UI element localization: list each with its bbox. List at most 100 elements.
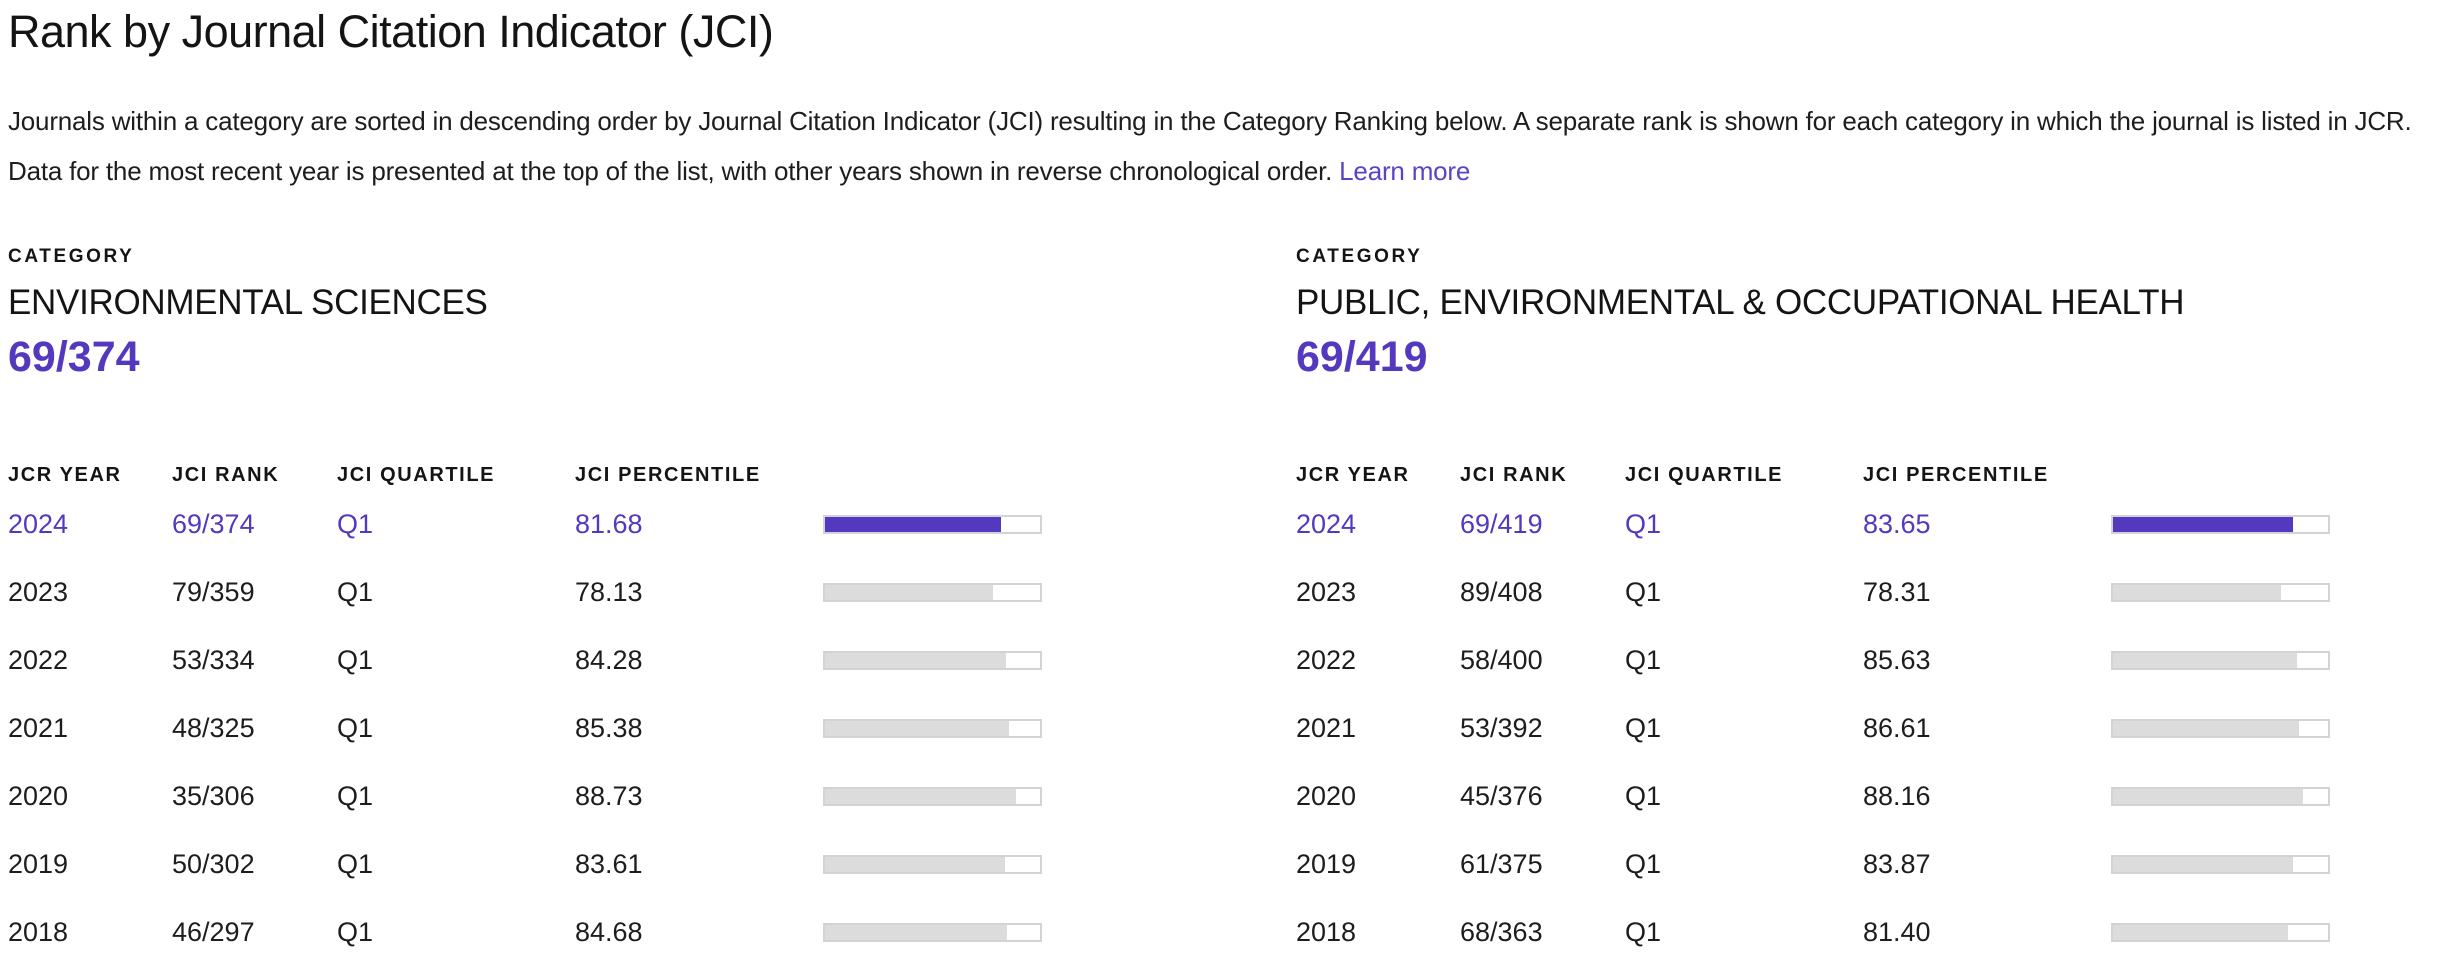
percentile-bar-fill bbox=[825, 788, 1016, 804]
jci-percentile-value: 88.16 bbox=[1863, 780, 1931, 811]
jci-quartile-value: Q1 bbox=[1625, 576, 1662, 607]
percentile-bar-fill bbox=[825, 856, 1005, 872]
jci-percentile-value: 81.68 bbox=[575, 508, 643, 539]
percentile-bar bbox=[2111, 922, 2330, 942]
jci-quartile-value: Q1 bbox=[1625, 848, 1662, 879]
table-row-2022: 2022 58/400 Q1 85.63 bbox=[1296, 626, 2334, 694]
percentile-bar-fill bbox=[825, 652, 1007, 668]
jci-percentile-value: 83.65 bbox=[1863, 508, 1931, 539]
jci-rank-value: 53/334 bbox=[172, 644, 255, 675]
header-jci-percentile: JCI PERCENTILE bbox=[1863, 463, 2049, 486]
category-name: PUBLIC, ENVIRONMENTAL & OCCUPATIONAL HEA… bbox=[1296, 283, 2185, 322]
jcr-year-value: 2020 bbox=[8, 780, 69, 811]
jci-rank-page: Rank by Journal Citation Indicator (JCI)… bbox=[0, 6, 2446, 966]
table-row-2018: 2018 46/297 Q1 84.68 bbox=[8, 898, 1046, 966]
table-header-row: JCR YEAR JCI RANK JCI QUARTILE JCI PERCE… bbox=[1296, 460, 2334, 490]
percentile-bar bbox=[823, 582, 1042, 602]
table-row-2023: 2023 89/408 Q1 78.31 bbox=[1296, 558, 2334, 626]
page-title: Rank by Journal Citation Indicator (JCI) bbox=[8, 6, 774, 57]
percentile-bar bbox=[2111, 650, 2330, 670]
percentile-bar bbox=[2111, 514, 2330, 534]
jci-rank-value: 69/419 bbox=[1460, 508, 1543, 539]
percentile-bar bbox=[823, 514, 1042, 534]
table-row-2021: 2021 48/325 Q1 85.38 bbox=[8, 694, 1046, 762]
jcr-year-value: 2023 bbox=[1296, 576, 1357, 607]
percentile-bar-fill bbox=[825, 720, 1009, 736]
jci-percentile-value: 86.61 bbox=[1863, 712, 1931, 743]
jci-quartile-value: Q1 bbox=[337, 780, 374, 811]
jci-percentile-value: 84.68 bbox=[575, 916, 643, 947]
table-row-2019: 2019 50/302 Q1 83.61 bbox=[8, 830, 1046, 898]
jci-percentile-value: 88.73 bbox=[575, 780, 643, 811]
jci-rank-value: 69/374 bbox=[172, 508, 255, 539]
percentile-bar bbox=[823, 650, 1042, 670]
header-jci-percentile: JCI PERCENTILE bbox=[575, 463, 761, 486]
jcr-year-value: 2019 bbox=[1296, 848, 1357, 879]
jci-percentile-value: 78.13 bbox=[575, 576, 643, 607]
jci-rank-value: 45/376 bbox=[1460, 780, 1543, 811]
learn-more-link[interactable]: Learn more bbox=[1339, 156, 1471, 186]
percentile-bar-fill bbox=[2113, 516, 2293, 532]
jci-percentile-value: 84.28 bbox=[575, 644, 643, 675]
category-panel-environmental-sciences: CATEGORY ENVIRONMENTAL SCIENCES 69/374 J… bbox=[8, 246, 1046, 966]
table-row-2024: 2024 69/374 Q1 81.68 bbox=[8, 490, 1046, 558]
category-panel-public-environmental-occupational-health: CATEGORY PUBLIC, ENVIRONMENTAL & OCCUPAT… bbox=[1296, 246, 2334, 966]
jcr-year-value: 2019 bbox=[8, 848, 69, 879]
header-jci-quartile: JCI QUARTILE bbox=[1625, 463, 1784, 486]
percentile-bar bbox=[2111, 786, 2330, 806]
percentile-bar-fill bbox=[2113, 652, 2298, 668]
jci-quartile-value: Q1 bbox=[337, 712, 374, 743]
jci-rank-value: 61/375 bbox=[1460, 848, 1543, 879]
percentile-bar bbox=[823, 718, 1042, 738]
jcr-year-value: 2021 bbox=[1296, 712, 1357, 743]
jcr-year-value: 2022 bbox=[1296, 644, 1357, 675]
header-jcr-year: JCR YEAR bbox=[1296, 463, 1410, 486]
category-current-rank: 69/419 bbox=[1296, 333, 1428, 381]
jci-rank-table: JCR YEAR JCI RANK JCI QUARTILE JCI PERCE… bbox=[1296, 460, 2334, 966]
jci-rank-value: 53/392 bbox=[1460, 712, 1543, 743]
jci-percentile-value: 83.61 bbox=[575, 848, 643, 879]
jci-quartile-value: Q1 bbox=[337, 848, 374, 879]
percentile-bar bbox=[2111, 854, 2330, 874]
jcr-year-value: 2023 bbox=[8, 576, 69, 607]
jci-percentile-value: 85.63 bbox=[1863, 644, 1931, 675]
description-text: Journals within a category are sorted in… bbox=[8, 106, 2412, 186]
table-row-2018: 2018 68/363 Q1 81.40 bbox=[1296, 898, 2334, 966]
table-row-2020: 2020 45/376 Q1 88.16 bbox=[1296, 762, 2334, 830]
jci-quartile-value: Q1 bbox=[1625, 508, 1662, 539]
percentile-bar-fill bbox=[2113, 924, 2288, 940]
percentile-bar-fill bbox=[825, 584, 993, 600]
jci-rank-value: 79/359 bbox=[172, 576, 255, 607]
jcr-year-value: 2020 bbox=[1296, 780, 1357, 811]
percentile-bar bbox=[2111, 582, 2330, 602]
percentile-bar bbox=[823, 786, 1042, 806]
percentile-bar-fill bbox=[2113, 856, 2294, 872]
jci-quartile-value: Q1 bbox=[1625, 916, 1662, 947]
table-row-2019: 2019 61/375 Q1 83.87 bbox=[1296, 830, 2334, 898]
header-jci-quartile: JCI QUARTILE bbox=[337, 463, 496, 486]
table-row-2020: 2020 35/306 Q1 88.73 bbox=[8, 762, 1046, 830]
jci-quartile-value: Q1 bbox=[337, 916, 374, 947]
table-row-2021: 2021 53/392 Q1 86.61 bbox=[1296, 694, 2334, 762]
jci-rank-value: 35/306 bbox=[172, 780, 255, 811]
page-description: Journals within a category are sorted in… bbox=[8, 96, 2442, 196]
jci-rank-value: 46/297 bbox=[172, 916, 255, 947]
percentile-bar-fill bbox=[825, 924, 1008, 940]
jcr-year-value: 2018 bbox=[1296, 916, 1357, 947]
jci-quartile-value: Q1 bbox=[1625, 712, 1662, 743]
jci-rank-value: 68/363 bbox=[1460, 916, 1543, 947]
table-row-2022: 2022 53/334 Q1 84.28 bbox=[8, 626, 1046, 694]
percentile-bar-fill bbox=[2113, 720, 2300, 736]
jcr-year-value: 2021 bbox=[8, 712, 69, 743]
category-label: CATEGORY bbox=[8, 246, 135, 267]
jci-percentile-value: 85.38 bbox=[575, 712, 643, 743]
jci-rank-value: 48/325 bbox=[172, 712, 255, 743]
jci-quartile-value: Q1 bbox=[337, 576, 374, 607]
jci-rank-value: 50/302 bbox=[172, 848, 255, 879]
category-current-rank: 69/374 bbox=[8, 333, 140, 381]
jcr-year-value: 2024 bbox=[1296, 508, 1357, 539]
jcr-year-value: 2018 bbox=[8, 916, 69, 947]
category-label: CATEGORY bbox=[1296, 246, 1423, 267]
jci-percentile-value: 83.87 bbox=[1863, 848, 1931, 879]
jci-quartile-value: Q1 bbox=[337, 508, 374, 539]
